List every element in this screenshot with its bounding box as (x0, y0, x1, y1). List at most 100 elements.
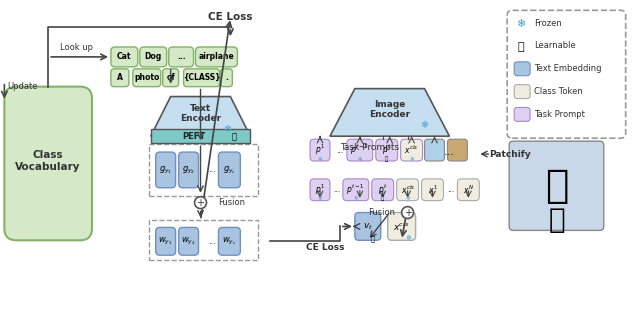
FancyBboxPatch shape (179, 152, 198, 188)
Text: ❄: ❄ (420, 120, 429, 130)
Text: $p^1$: $p^1$ (315, 143, 325, 157)
Circle shape (402, 207, 413, 219)
Text: $p^t$: $p^t$ (378, 183, 387, 197)
FancyBboxPatch shape (509, 141, 604, 230)
Text: $p^t$: $p^t$ (382, 143, 392, 157)
FancyBboxPatch shape (133, 69, 161, 87)
Text: ❄: ❄ (410, 157, 414, 161)
Text: Fusion: Fusion (218, 198, 246, 207)
FancyBboxPatch shape (310, 179, 330, 201)
Text: $x^1$: $x^1$ (428, 184, 438, 196)
Text: $g_{y_c}$: $g_{y_c}$ (223, 164, 236, 176)
FancyBboxPatch shape (355, 213, 381, 240)
Text: $x^N$: $x^N$ (463, 184, 474, 196)
FancyBboxPatch shape (458, 179, 479, 201)
Text: .: . (225, 73, 228, 82)
Text: $p^1$: $p^1$ (315, 183, 325, 197)
FancyBboxPatch shape (4, 87, 92, 240)
Text: ❄: ❄ (317, 157, 323, 161)
FancyBboxPatch shape (169, 47, 193, 67)
Text: Fusion: Fusion (367, 208, 395, 217)
Text: 🌿: 🌿 (548, 206, 565, 234)
Text: 🔥: 🔥 (232, 133, 237, 142)
FancyBboxPatch shape (111, 47, 138, 67)
Text: ...: ... (208, 237, 216, 246)
Text: $p^{t-1}$: $p^{t-1}$ (346, 183, 365, 197)
FancyBboxPatch shape (220, 69, 232, 87)
Text: +: + (404, 208, 412, 218)
Text: $x^{cls}$: $x^{cls}$ (404, 144, 419, 156)
Text: PEFT: PEFT (182, 132, 205, 141)
FancyBboxPatch shape (179, 227, 198, 255)
Bar (151, 129, 250, 143)
FancyBboxPatch shape (507, 10, 626, 138)
FancyBboxPatch shape (218, 227, 241, 255)
Text: ❄: ❄ (353, 196, 358, 201)
Text: ...: ... (333, 185, 340, 194)
Text: airplane: airplane (198, 52, 234, 61)
Text: ❄: ❄ (406, 235, 412, 241)
Text: 🔥: 🔥 (518, 42, 524, 52)
Text: $p^{t-1}$: $p^{t-1}$ (351, 143, 369, 157)
FancyBboxPatch shape (422, 179, 444, 201)
Text: ...: ... (177, 52, 186, 61)
Text: 🔥: 🔥 (385, 156, 388, 162)
Text: ❄: ❄ (223, 124, 232, 134)
Text: {CLASS}: {CLASS} (183, 73, 220, 82)
FancyBboxPatch shape (447, 139, 467, 161)
FancyBboxPatch shape (196, 47, 237, 67)
Text: 🔥: 🔥 (381, 196, 385, 202)
Text: ❄: ❄ (516, 19, 526, 29)
Text: ❄: ❄ (405, 196, 410, 201)
Text: Frozen: Frozen (534, 19, 562, 28)
Bar (148, 144, 259, 196)
FancyBboxPatch shape (163, 69, 179, 87)
Text: Image
Encoder: Image Encoder (369, 100, 410, 119)
Polygon shape (330, 89, 449, 136)
Text: 🔥: 🔥 (371, 235, 375, 242)
FancyBboxPatch shape (388, 213, 415, 240)
FancyBboxPatch shape (376, 139, 397, 161)
Text: 🐕: 🐕 (545, 167, 569, 205)
Text: $g_{y_2}$: $g_{y_2}$ (182, 164, 195, 176)
Text: Text
Encoder: Text Encoder (180, 104, 221, 123)
Polygon shape (151, 97, 250, 136)
FancyBboxPatch shape (397, 179, 419, 201)
Text: photo: photo (134, 73, 159, 82)
Text: $x^{cls}$: $x^{cls}$ (401, 184, 415, 196)
FancyBboxPatch shape (347, 139, 372, 161)
FancyBboxPatch shape (310, 139, 330, 161)
FancyBboxPatch shape (372, 179, 394, 201)
Text: of: of (166, 73, 175, 82)
Text: Update: Update (8, 82, 38, 91)
Text: Class Token: Class Token (534, 87, 583, 96)
Text: Task Prompt: Task Prompt (534, 110, 585, 119)
Text: $w_{y_c}$: $w_{y_c}$ (222, 236, 237, 247)
FancyBboxPatch shape (514, 108, 530, 121)
Text: Patchify: Patchify (489, 150, 531, 159)
Text: CE Loss: CE Loss (208, 12, 253, 22)
Text: $g_{y_1}$: $g_{y_1}$ (159, 164, 172, 176)
FancyBboxPatch shape (156, 227, 175, 255)
FancyBboxPatch shape (156, 152, 175, 188)
Text: ...: ... (208, 165, 216, 174)
Text: Dog: Dog (145, 52, 162, 61)
Text: +: + (196, 198, 205, 208)
Text: ❄: ❄ (358, 157, 362, 161)
Text: $x^{cls}$: $x^{cls}$ (394, 220, 410, 233)
Text: ...: ... (444, 147, 455, 157)
Text: ...: ... (447, 185, 454, 194)
Text: ...: ... (337, 146, 344, 155)
FancyBboxPatch shape (401, 139, 422, 161)
Text: Text Embedding: Text Embedding (534, 64, 602, 73)
FancyBboxPatch shape (514, 85, 530, 99)
Text: ❄: ❄ (317, 196, 323, 201)
Text: $w_{y_2}$: $w_{y_2}$ (181, 236, 196, 247)
Text: Class
Vocabulary: Class Vocabulary (15, 150, 81, 172)
FancyBboxPatch shape (343, 179, 369, 201)
FancyBboxPatch shape (218, 152, 241, 188)
Text: CE Loss: CE Loss (307, 243, 345, 252)
FancyBboxPatch shape (424, 139, 444, 161)
Bar (148, 221, 259, 260)
Text: Look up: Look up (60, 43, 93, 52)
